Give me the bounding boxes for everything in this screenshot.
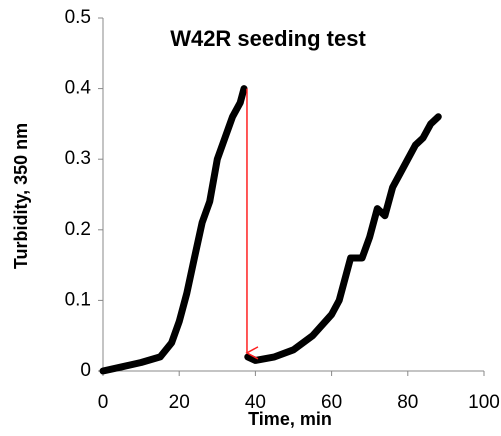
x-tick-label: 80 (397, 392, 418, 413)
y-axis-title: Turbidity, 350 nm (11, 123, 31, 269)
y-tick-label: 0.4 (65, 78, 92, 99)
y-tick-label: 0.3 (65, 148, 91, 169)
x-axis-title: Time, min (248, 409, 332, 429)
x-tick-label: 20 (169, 392, 190, 413)
x-tick-label: 0 (98, 392, 109, 413)
y-tick-label: 0.5 (65, 7, 91, 28)
x-tick-label: 60 (321, 392, 342, 413)
y-tick-label: 0.1 (65, 289, 91, 310)
x-tick-label: 40 (245, 392, 266, 413)
y-tick-label: 0.2 (65, 219, 91, 240)
data-line (99, 85, 442, 375)
chart-title: W42R seeding test (170, 26, 366, 51)
y-tick-label: 0 (80, 360, 91, 381)
x-tick-label: 100 (468, 392, 500, 413)
